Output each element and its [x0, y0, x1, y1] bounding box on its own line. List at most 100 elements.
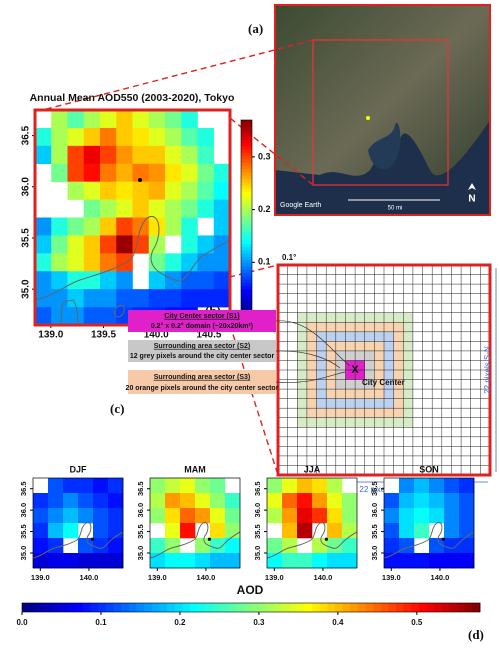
aod-cell — [83, 163, 101, 182]
colorbar-step — [241, 220, 252, 225]
aod-cell — [342, 553, 358, 569]
y-tick-label: 36.5 — [19, 481, 28, 496]
aod-cell — [116, 127, 133, 147]
aod-cell — [67, 217, 85, 236]
y-tick-label: 36.0 — [136, 503, 145, 518]
colorbar-step — [426, 603, 435, 612]
aod-cell — [195, 553, 211, 569]
aod-cell — [148, 127, 166, 147]
aod-cell — [181, 199, 198, 218]
aod-cell — [83, 145, 101, 165]
aod-cell — [180, 478, 196, 494]
coastline — [34, 215, 231, 326]
aod-cell — [100, 271, 117, 290]
center-mark: X — [351, 364, 359, 376]
aod-cell — [51, 235, 68, 254]
colorbar-step — [289, 603, 298, 612]
aod-cell — [210, 478, 226, 494]
aod-cell — [327, 553, 343, 569]
aod-cell — [444, 478, 460, 494]
colorbar-step — [52, 603, 61, 612]
map-frame — [383, 477, 475, 569]
colorbar-step — [241, 282, 252, 287]
y-tick-label: 35.0 — [253, 546, 262, 561]
aod-cell — [181, 181, 198, 200]
aod-cell — [165, 523, 181, 539]
aod-cell — [63, 553, 79, 569]
aod-cell — [444, 523, 460, 539]
aod-cell — [399, 553, 415, 569]
aod-cell — [78, 508, 94, 524]
colorbar-step — [22, 603, 31, 612]
y-tick-label: 36.0 — [370, 503, 379, 518]
colorbar-step — [319, 603, 328, 612]
colorbar-step — [241, 133, 252, 137]
aod-cell — [210, 538, 226, 554]
colorbar-step — [241, 198, 252, 202]
colorbar-step — [212, 603, 221, 612]
colorbar-step — [357, 603, 366, 612]
aod-cell — [116, 199, 133, 218]
colorbar-step — [37, 603, 46, 612]
aod-cell — [459, 508, 475, 524]
y-tick-label: 36.0 — [19, 503, 28, 518]
aod-cell — [67, 235, 85, 254]
domain-box — [312, 39, 449, 186]
x-tick-label: 139.5 — [91, 330, 116, 341]
aod-cell — [327, 523, 343, 539]
north: N — [468, 194, 475, 205]
aod-cell — [312, 553, 328, 569]
aod-cell — [181, 163, 198, 182]
aod-cell — [297, 493, 313, 509]
aod-cell — [148, 289, 166, 308]
aod-cell — [165, 145, 182, 165]
zoom-line — [229, 324, 279, 476]
aod-cell — [181, 110, 198, 129]
aod-cell — [165, 110, 182, 129]
colorbar-step — [121, 603, 130, 612]
colorbar-step — [241, 126, 252, 131]
colorbar-step — [241, 201, 252, 205]
colorbar-step — [241, 253, 252, 257]
colorbar-step — [472, 603, 481, 612]
aod-cell — [35, 235, 52, 254]
aod-cell — [116, 271, 133, 290]
aod-cell — [35, 289, 52, 308]
colorbar-step — [241, 175, 252, 179]
colorbar-step — [312, 603, 321, 612]
aod-cell — [165, 508, 181, 524]
colorbar-step — [403, 603, 412, 612]
aod-cell — [195, 508, 211, 524]
aod-cell — [180, 553, 196, 569]
y-tick-label: 36.0 — [21, 177, 32, 197]
aod-cell — [297, 478, 313, 494]
aod-cell — [165, 538, 181, 554]
bay — [368, 122, 401, 170]
aod-cell — [132, 217, 150, 236]
colorbar-step — [98, 603, 107, 612]
colorbar-step — [241, 292, 252, 296]
colorbar-step — [281, 603, 290, 612]
colorbar-step — [241, 139, 252, 144]
aod-cell — [148, 271, 166, 290]
aod-cell — [108, 553, 124, 569]
aod-cell — [327, 508, 343, 524]
colorbar-tick-label: 0.3 — [258, 151, 271, 161]
aod-cell — [48, 493, 64, 509]
aod-cell — [93, 478, 109, 494]
aod-cell — [51, 163, 68, 182]
aod-cell — [459, 538, 475, 554]
aod-cell — [225, 508, 241, 524]
aod-cell — [195, 478, 211, 494]
colorbar-step — [197, 603, 206, 612]
aod-cell — [399, 493, 415, 509]
x-tick-label: 140.0 — [197, 573, 216, 582]
north-arrow — [468, 183, 476, 190]
colorbar-step — [241, 217, 252, 222]
aod-cell — [78, 478, 94, 494]
aod-cell — [100, 235, 117, 254]
aod-cell — [67, 127, 85, 147]
ns-label: 22 pixels S-N — [483, 346, 492, 394]
aod-cell — [414, 553, 430, 569]
colorbar-step — [189, 603, 198, 612]
